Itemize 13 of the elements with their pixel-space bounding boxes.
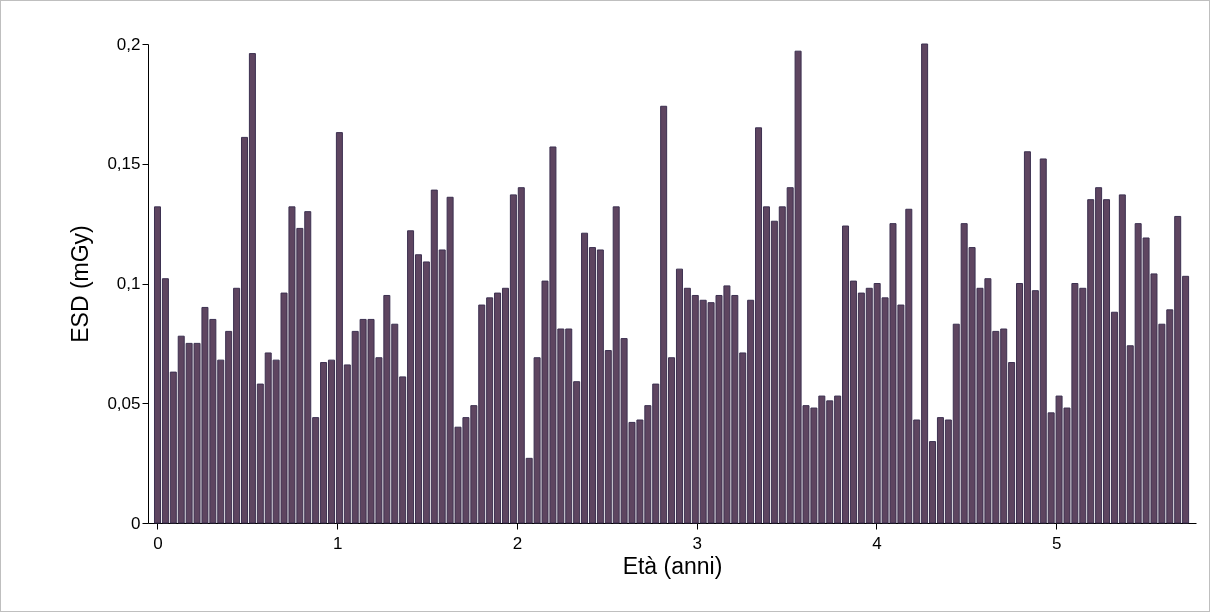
- y-tick-label: 0,15: [107, 154, 141, 174]
- x-tick-label: 4: [872, 533, 882, 553]
- y-tick-label: 0,1: [116, 274, 141, 293]
- y-tick-label: 0: [131, 513, 141, 533]
- y-tick-label: 0,2: [116, 34, 141, 54]
- x-tick-label: 0: [153, 533, 163, 553]
- x-tick-label: 3: [692, 533, 702, 553]
- x-tick-label: 1: [333, 533, 343, 553]
- x-tick-label: 2: [512, 533, 523, 553]
- y-tick-label: 0,05: [107, 393, 141, 413]
- y-axis-title: ESD (mGy): [67, 225, 94, 343]
- x-tick-label: 5: [1051, 533, 1062, 553]
- x-axis-title: Età (anni): [622, 552, 723, 579]
